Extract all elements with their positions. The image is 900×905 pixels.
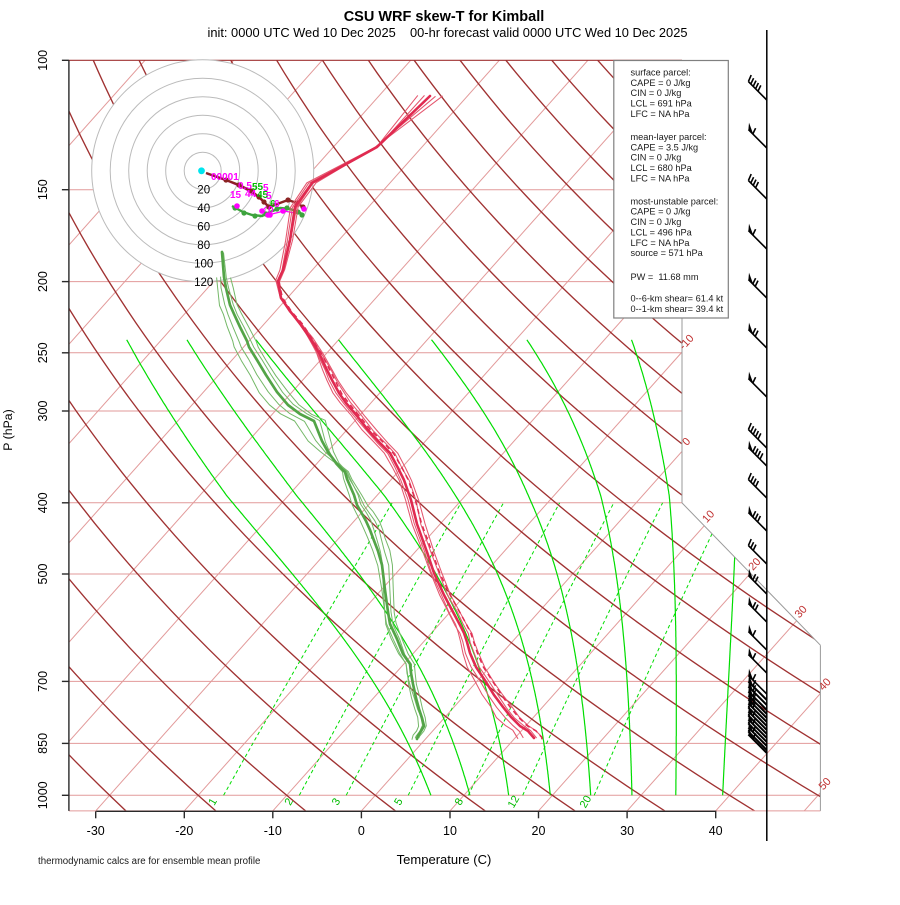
svg-text:CAPE = 0 J/kg: CAPE = 0 J/kg — [631, 207, 691, 217]
svg-text:CAPE = 0 J/kg: CAPE = 0 J/kg — [631, 78, 691, 88]
svg-text:LCL = 496 hPa: LCL = 496 hPa — [631, 227, 693, 237]
svg-text:100: 100 — [36, 50, 50, 71]
svg-text:40: 40 — [197, 203, 210, 215]
svg-text:0: 0 — [268, 205, 274, 216]
svg-text:CIN = 0 J/kg: CIN = 0 J/kg — [631, 217, 682, 227]
svg-text:60: 60 — [197, 221, 210, 233]
svg-text:0: 0 — [358, 824, 365, 838]
svg-text:LCL = 680 hPa: LCL = 680 hPa — [631, 163, 693, 173]
svg-text:400: 400 — [36, 492, 50, 513]
svg-text:source = 571 hPa: source = 571 hPa — [631, 248, 704, 258]
svg-text:40: 40 — [709, 824, 723, 838]
svg-text:-30: -30 — [87, 824, 105, 838]
svg-text:0--1-km shear= 39.4 kt: 0--1-km shear= 39.4 kt — [631, 304, 724, 314]
svg-text:Temperature (C): Temperature (C) — [397, 852, 492, 867]
svg-text:PW = 11.68 mm: PW = 11.68 mm — [631, 272, 699, 282]
svg-text:LFC = NA hPa: LFC = NA hPa — [631, 238, 691, 248]
svg-text:CSU WRF skew-T for Kimball: CSU WRF skew-T for Kimball — [344, 9, 545, 25]
svg-text:6: 6 — [274, 199, 280, 210]
svg-text:LFC = NA hPa: LFC = NA hPa — [631, 173, 691, 183]
svg-text:-10: -10 — [264, 824, 282, 838]
svg-text:mean-layer parcel:: mean-layer parcel: — [631, 132, 707, 142]
svg-text:1000: 1000 — [36, 781, 50, 809]
svg-text:init: 0000 UTC Wed 10 Dec 2025: init: 0000 UTC Wed 10 Dec 2025 00-hr for… — [208, 25, 688, 40]
svg-text:120: 120 — [194, 277, 213, 289]
svg-text:15: 15 — [230, 190, 242, 201]
svg-text:20: 20 — [197, 184, 210, 196]
svg-text:200: 200 — [36, 271, 50, 292]
svg-text:thermodynamic calcs are for en: thermodynamic calcs are for ensemble mea… — [38, 856, 260, 867]
svg-text:80: 80 — [197, 240, 210, 252]
svg-text:LCL = 691 hPa: LCL = 691 hPa — [631, 99, 693, 109]
svg-text:LFC = NA hPa: LFC = NA hPa — [631, 109, 691, 119]
svg-text:30: 30 — [620, 824, 634, 838]
svg-text:150: 150 — [36, 179, 50, 200]
svg-text:surface parcel:: surface parcel: — [631, 68, 691, 78]
svg-text:CIN = 0 J/kg: CIN = 0 J/kg — [631, 153, 682, 163]
svg-text:10: 10 — [443, 824, 457, 838]
svg-text:44: 44 — [245, 189, 257, 200]
svg-text:250: 250 — [36, 342, 50, 363]
svg-text:300: 300 — [36, 401, 50, 422]
svg-text:most-unstable parcel:: most-unstable parcel: — [631, 196, 719, 206]
svg-text:100: 100 — [194, 258, 213, 270]
svg-text:CAPE = 3.5 J/kg: CAPE = 3.5 J/kg — [631, 142, 699, 152]
svg-text:500: 500 — [36, 564, 50, 585]
svg-text:P (hPa): P (hPa) — [1, 409, 15, 450]
svg-text:20: 20 — [532, 824, 546, 838]
svg-text:0--6-km shear= 61.4 kt: 0--6-km shear= 61.4 kt — [631, 294, 724, 304]
svg-text:00001: 00001 — [211, 172, 239, 183]
svg-text:CIN = 0 J/kg: CIN = 0 J/kg — [631, 88, 682, 98]
svg-text:-20: -20 — [175, 824, 193, 838]
svg-text:850: 850 — [36, 733, 50, 754]
svg-text:700: 700 — [36, 671, 50, 692]
